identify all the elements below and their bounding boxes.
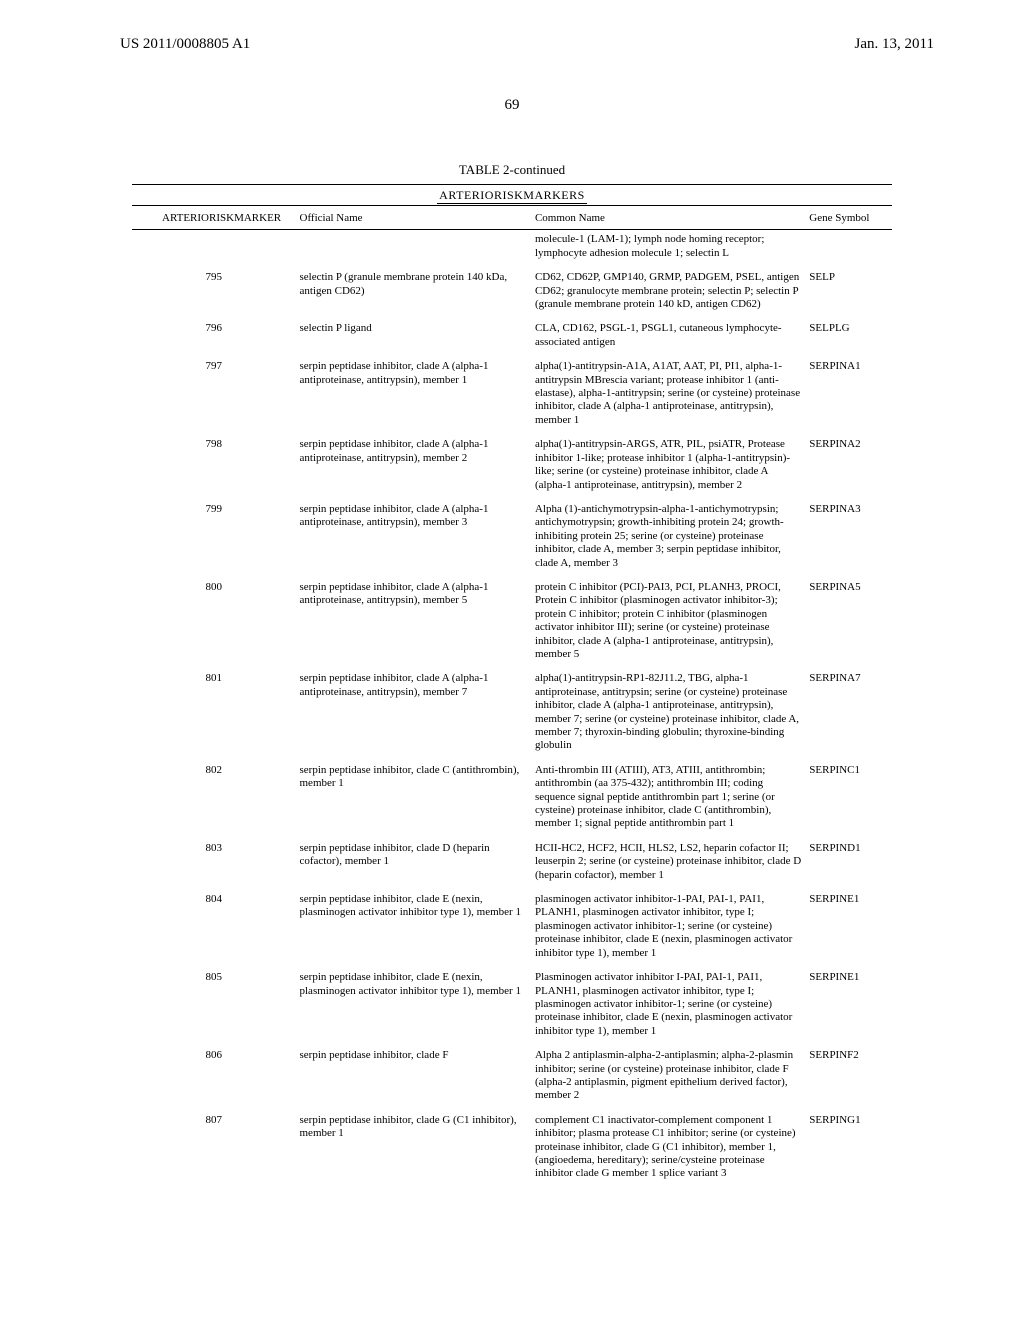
cell-official: serpin peptidase inhibitor, clade D (hep… [296, 839, 531, 890]
cell-common: complement C1 inactivator-complement com… [531, 1111, 805, 1189]
col-header-marker: ARTERIORISKMARKER [132, 206, 296, 230]
cell-common: plasminogen activator inhibitor-1-PAI, P… [531, 890, 805, 968]
cell-gene: SELPLG [805, 319, 892, 357]
cell-gene: SERPING1 [805, 1111, 892, 1189]
table-body: molecule-1 (LAM-1); lymph node homing re… [132, 230, 892, 1189]
cell-gene: SERPINA3 [805, 500, 892, 578]
table-header-row: ARTERIORISKMARKER Official Name Common N… [132, 206, 892, 230]
cell-common: Anti-thrombin III (ATIII), AT3, ATIII, a… [531, 761, 805, 839]
table-title: TABLE 2-continued [0, 162, 1024, 178]
cell-gene: SERPINE1 [805, 968, 892, 1046]
cell-marker: 799 [132, 500, 296, 578]
cell-common: CLA, CD162, PSGL-1, PSGL1, cutaneous lym… [531, 319, 805, 357]
cell-gene: SERPINA2 [805, 435, 892, 500]
table-row: 802serpin peptidase inhibitor, clade C (… [132, 761, 892, 839]
cell-common: protein C inhibitor (PCI)-PAI3, PCI, PLA… [531, 578, 805, 669]
header-right: Jan. 13, 2011 [855, 36, 934, 53]
table-subtitle-text: ARTERIORISKMARKERS [437, 188, 587, 204]
cell-common: alpha(1)-antitrypsin-ARGS, ATR, PIL, psi… [531, 435, 805, 500]
cell-official: serpin peptidase inhibitor, clade A (alp… [296, 435, 531, 500]
cell-marker: 798 [132, 435, 296, 500]
cell-common: Alpha 2 antiplasmin-alpha-2-antiplasmin;… [531, 1046, 805, 1111]
cell-gene: SELP [805, 268, 892, 319]
cell-official: serpin peptidase inhibitor, clade A (alp… [296, 578, 531, 669]
cell-official: serpin peptidase inhibitor, clade A (alp… [296, 500, 531, 578]
table-row: 799serpin peptidase inhibitor, clade A (… [132, 500, 892, 578]
cell-marker: 804 [132, 890, 296, 968]
table-row: 797serpin peptidase inhibitor, clade A (… [132, 357, 892, 435]
table-row: 801serpin peptidase inhibitor, clade A (… [132, 669, 892, 760]
cell-official: serpin peptidase inhibitor, clade A (alp… [296, 357, 531, 435]
cell-common: CD62, CD62P, GMP140, GRMP, PADGEM, PSEL,… [531, 268, 805, 319]
cell-gene: SERPINC1 [805, 761, 892, 839]
cell-gene: SERPINA1 [805, 357, 892, 435]
cell-marker [132, 230, 296, 268]
cell-marker: 803 [132, 839, 296, 890]
col-header-gene: Gene Symbol [805, 206, 892, 230]
cell-common: HCII-HC2, HCF2, HCII, HLS2, LS2, heparin… [531, 839, 805, 890]
cell-official: serpin peptidase inhibitor, clade E (nex… [296, 968, 531, 1046]
cell-gene: SERPINE1 [805, 890, 892, 968]
table-subtitle: ARTERIORISKMARKERS [132, 184, 892, 206]
table-row: 795selectin P (granule membrane protein … [132, 268, 892, 319]
cell-marker: 805 [132, 968, 296, 1046]
table-row: 805serpin peptidase inhibitor, clade E (… [132, 968, 892, 1046]
table-row: molecule-1 (LAM-1); lymph node homing re… [132, 230, 892, 268]
table-row: 803serpin peptidase inhibitor, clade D (… [132, 839, 892, 890]
cell-marker: 796 [132, 319, 296, 357]
table-row: 807serpin peptidase inhibitor, clade G (… [132, 1111, 892, 1189]
cell-gene: SERPINA7 [805, 669, 892, 760]
cell-common: Alpha (1)-antichymotrypsin-alpha-1-antic… [531, 500, 805, 578]
cell-marker: 800 [132, 578, 296, 669]
cell-official: serpin peptidase inhibitor, clade A (alp… [296, 669, 531, 760]
cell-gene [805, 230, 892, 268]
cell-official: serpin peptidase inhibitor, clade C (ant… [296, 761, 531, 839]
table-row: 804serpin peptidase inhibitor, clade E (… [132, 890, 892, 968]
col-header-common: Common Name [531, 206, 805, 230]
col-header-official: Official Name [296, 206, 531, 230]
cell-gene: SERPINF2 [805, 1046, 892, 1111]
cell-common: molecule-1 (LAM-1); lymph node homing re… [531, 230, 805, 268]
cell-common: alpha(1)-antitrypsin-A1A, A1AT, AAT, PI,… [531, 357, 805, 435]
cell-official: serpin peptidase inhibitor, clade G (C1 … [296, 1111, 531, 1189]
cell-marker: 795 [132, 268, 296, 319]
cell-official [296, 230, 531, 268]
header-left: US 2011/0008805 A1 [120, 36, 250, 53]
cell-marker: 807 [132, 1111, 296, 1189]
page-header: US 2011/0008805 A1 Jan. 13, 2011 [0, 0, 1024, 53]
cell-common: alpha(1)-antitrypsin-RP1-82J11.2, TBG, a… [531, 669, 805, 760]
cell-common: Plasminogen activator inhibitor I-PAI, P… [531, 968, 805, 1046]
cell-gene: SERPINA5 [805, 578, 892, 669]
page-number: 69 [0, 97, 1024, 114]
table-row: 800serpin peptidase inhibitor, clade A (… [132, 578, 892, 669]
markers-table: ARTERIORISKMARKER Official Name Common N… [132, 206, 892, 1189]
table-row: 806serpin peptidase inhibitor, clade FAl… [132, 1046, 892, 1111]
table-row: 796selectin P ligandCLA, CD162, PSGL-1, … [132, 319, 892, 357]
table-row: 798serpin peptidase inhibitor, clade A (… [132, 435, 892, 500]
cell-marker: 801 [132, 669, 296, 760]
cell-marker: 806 [132, 1046, 296, 1111]
cell-gene: SERPIND1 [805, 839, 892, 890]
cell-official: serpin peptidase inhibitor, clade F [296, 1046, 531, 1111]
cell-official: selectin P ligand [296, 319, 531, 357]
cell-official: selectin P (granule membrane protein 140… [296, 268, 531, 319]
cell-marker: 797 [132, 357, 296, 435]
cell-official: serpin peptidase inhibitor, clade E (nex… [296, 890, 531, 968]
cell-marker: 802 [132, 761, 296, 839]
